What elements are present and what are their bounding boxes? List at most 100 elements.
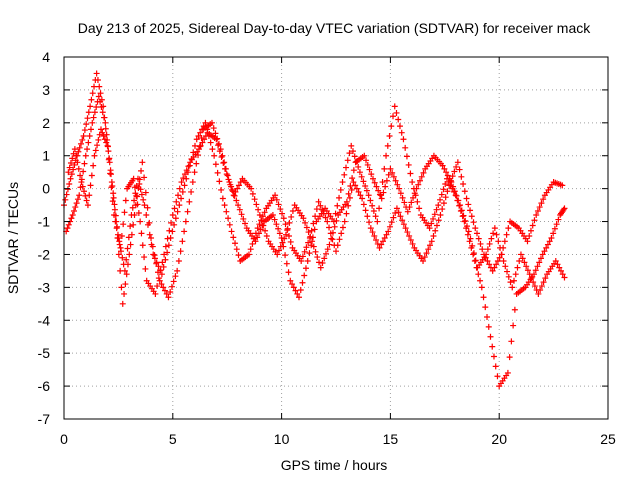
data-point [559,182,566,189]
data-point [121,267,128,274]
data-series [61,70,568,390]
data-point-dense [420,169,427,176]
data-point-dense [345,202,352,209]
data-point-dense [485,323,492,330]
data-point-dense [397,190,404,197]
data-point-dense [537,286,544,293]
data-point-dense [371,233,378,240]
data-point [137,218,144,225]
data-point-dense [85,139,92,146]
data-point-dense [471,258,478,265]
data-point-dense [392,209,399,216]
data-point-dense [143,211,150,218]
data-point [282,231,289,238]
data-point-dense [195,152,202,159]
data-point-dense [262,227,269,234]
data-point [117,244,124,251]
data-point-dense [305,239,312,246]
data-point-dense [224,172,231,179]
data-point-dense [97,90,104,97]
data-point-dense [177,248,184,255]
data-point [317,264,324,271]
data-point [108,179,115,186]
data-point [102,119,109,126]
data-point-dense [310,220,317,227]
data-point-dense [534,263,541,270]
data-point-dense [198,126,205,133]
data-point [228,228,235,235]
data-point-dense [279,239,286,246]
data-point [461,218,468,225]
data-point-dense [380,238,387,245]
data-point [404,208,411,215]
data-point-dense [395,209,402,216]
data-point-dense [514,264,521,271]
data-point-dense [80,168,87,175]
data-point-dense [352,182,359,189]
data-point-dense [154,283,161,290]
data-point-dense [96,83,103,90]
data-point-dense [542,275,549,282]
data-point-dense [523,263,530,270]
data-point-dense [309,234,316,241]
data-point-dense [223,171,230,178]
data-point-dense [319,206,326,213]
data-point-dense [226,221,233,228]
data-point-dense [178,195,185,202]
data-point-dense [494,258,501,265]
y-tick-label: -2 [38,246,51,262]
data-point-dense [66,181,73,188]
data-point [369,175,376,182]
data-point-dense [346,150,353,157]
data-point-dense [130,221,137,228]
data-point-dense [306,250,313,257]
data-point-dense [179,238,186,245]
data-point-dense [114,231,121,238]
data-point-dense [122,281,129,288]
data-point-dense [289,208,296,215]
data-point [330,218,337,225]
data-point-dense [70,166,77,173]
data-point-dense [109,198,116,205]
data-point [128,211,135,218]
data-point [385,228,392,235]
data-point-dense [287,238,294,245]
data-point [524,238,531,245]
x-tick-label: 15 [383,431,399,447]
data-point [226,179,233,186]
data-point-dense [492,363,499,370]
data-point [191,169,198,176]
data-point-dense [214,135,221,142]
data-point-dense [358,173,365,180]
data-point-dense [321,255,328,262]
data-point [391,103,398,110]
data-point-dense [170,278,177,285]
data-point-dense [507,279,514,286]
data-point-dense [456,202,463,209]
data-point-dense [292,287,299,294]
data-point-dense [308,227,315,234]
data-point-dense [469,242,476,249]
data-point-dense [110,190,117,197]
data-point-dense [376,191,383,198]
data-point-dense [141,254,148,261]
data-point-dense [550,230,557,237]
data-point [491,225,498,232]
data-point [119,300,126,307]
data-point [111,211,118,218]
data-point [348,142,355,149]
data-point-dense [370,208,377,215]
data-point-dense [277,206,284,213]
data-point-dense [474,230,481,237]
data-point-dense [197,142,204,149]
data-point [374,218,381,225]
data-point-dense [311,226,318,233]
data-point-dense [388,219,395,226]
data-point-dense [259,213,266,220]
data-point [80,132,87,139]
data-point-dense [111,201,118,208]
data-point-dense [303,224,310,231]
x-tick-label: 10 [274,431,290,447]
data-point-dense [398,129,405,136]
data-point-dense [84,115,91,122]
